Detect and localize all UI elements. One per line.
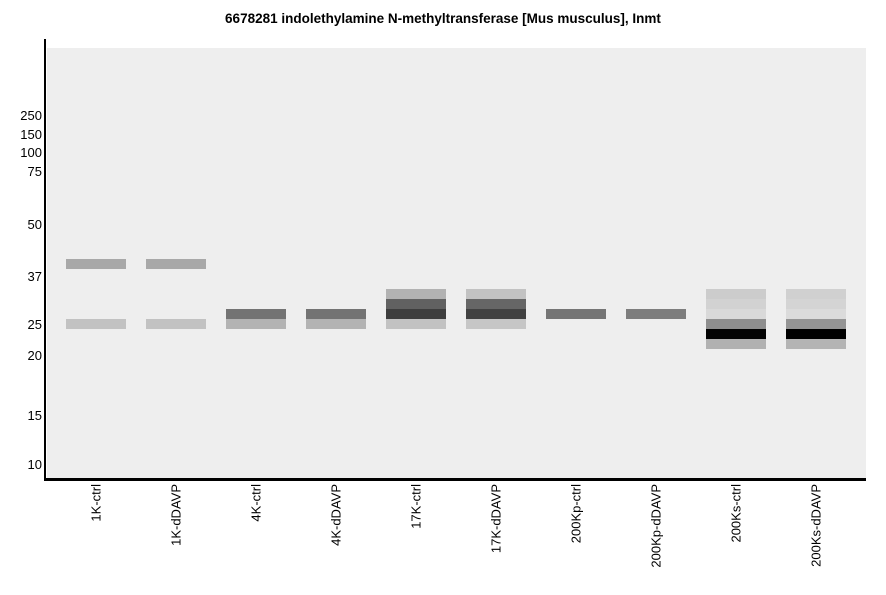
y-tick-label: 75 <box>27 164 42 179</box>
chart-title: 6678281 indolethylamine N-methyltransfer… <box>225 11 661 26</box>
gel-band <box>66 319 126 329</box>
lane-label: 1K-dDAVP <box>168 484 184 546</box>
lane-label: 4K-ctrl <box>248 484 264 522</box>
y-tick-label: 150 <box>20 127 42 142</box>
y-tick-label: 37 <box>27 269 42 284</box>
x-axis-line <box>44 478 866 481</box>
gel-band <box>306 309 366 319</box>
gel-band <box>146 319 206 329</box>
gel-band <box>466 319 526 329</box>
gel-band <box>466 289 526 299</box>
gel-band <box>786 289 846 299</box>
gel-band <box>786 309 846 319</box>
gel-band <box>706 299 766 309</box>
y-tick-label: 15 <box>27 408 42 423</box>
y-tick-label: 20 <box>27 348 42 363</box>
gel-band <box>386 299 446 309</box>
gel-band <box>706 289 766 299</box>
gel-band <box>66 259 126 269</box>
lane-label: 17K-ctrl <box>408 484 424 529</box>
gel-band <box>146 259 206 269</box>
gel-band <box>466 309 526 319</box>
y-tick-label: 50 <box>27 217 42 232</box>
gel-band <box>786 299 846 309</box>
gel-band <box>306 319 366 329</box>
gel-band <box>706 319 766 329</box>
y-tick-label: 100 <box>20 145 42 160</box>
lane-label: 200Ks-dDAVP <box>808 484 824 567</box>
lane-label: 4K-dDAVP <box>328 484 344 546</box>
lane-label: 1K-ctrl <box>88 484 104 522</box>
lane-label: 200Kp-ctrl <box>568 484 584 544</box>
gel-band <box>706 339 766 349</box>
gel-band <box>786 319 846 329</box>
y-axis-line <box>44 39 46 481</box>
gel-band <box>706 309 766 319</box>
gel-band <box>386 319 446 329</box>
gel-band <box>786 329 846 339</box>
gel-band <box>626 309 686 319</box>
gel-band <box>226 319 286 329</box>
gel-band <box>226 309 286 319</box>
gel-band <box>786 339 846 349</box>
gel-band <box>386 289 446 299</box>
y-tick-label: 10 <box>27 457 42 472</box>
gel-band <box>546 309 606 319</box>
lane-label: 200Ks-ctrl <box>728 484 744 543</box>
y-tick-label: 25 <box>27 317 42 332</box>
gel-band <box>386 309 446 319</box>
lane-label: 200Kp-dDAVP <box>648 484 664 568</box>
gel-band <box>466 299 526 309</box>
y-tick-label: 250 <box>20 108 42 123</box>
lane-label: 17K-dDAVP <box>488 484 504 554</box>
gel-band <box>706 329 766 339</box>
